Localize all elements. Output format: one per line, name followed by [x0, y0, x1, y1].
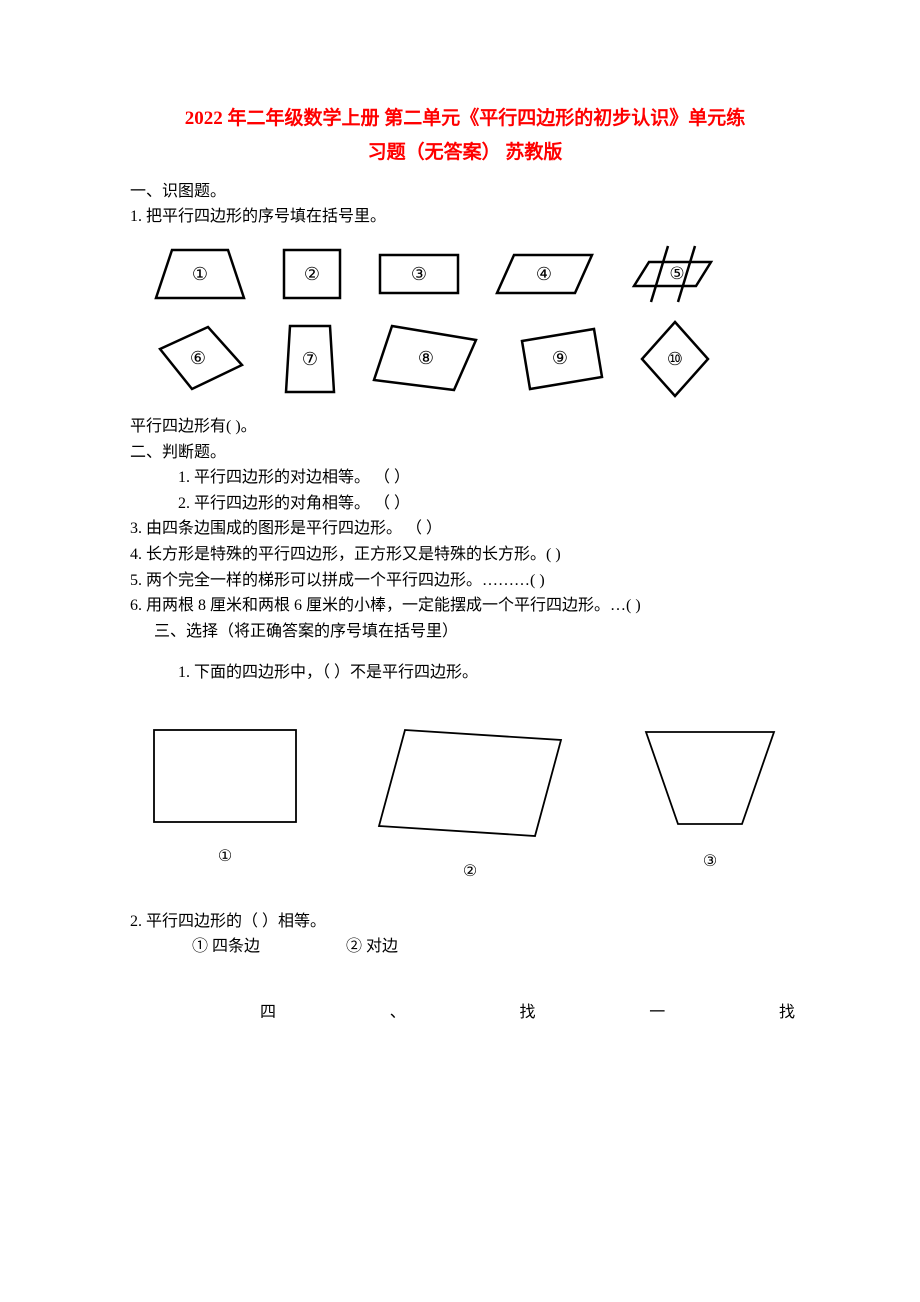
shape-10: ⑩ — [636, 318, 714, 400]
square-icon: ② — [278, 244, 346, 304]
section-2-heading: 二、判断题。 — [130, 440, 800, 466]
s3-q2-opt1: ① 四条边 — [192, 934, 342, 960]
s1-answer-line: 平行四边形有( )。 — [130, 414, 800, 440]
s3-q2-options: ① 四条边 ② 对边 — [192, 934, 800, 960]
shape-5: ⑤ — [625, 244, 720, 304]
shape-3: ③ — [374, 249, 464, 299]
rect-tilt-icon: ⑨ — [508, 323, 608, 395]
shapes-row-1: ① ② ③ ④ ⑤ — [150, 244, 800, 304]
s3-q2-opt2: ② 对边 — [346, 934, 398, 960]
rectangle-icon — [150, 726, 300, 826]
s3-shape-label-2: ② — [375, 859, 565, 885]
shape-6: ⑥ — [150, 319, 250, 399]
section-4-heading: 四 、 找 一 找 — [130, 1000, 800, 1026]
shapes-row-2: ⑥ ⑦ ⑧ ⑨ ⑩ — [150, 318, 800, 400]
shape-label: ⑤ — [669, 264, 684, 283]
s2-q2: 2. 平行四边形的对角相等。 （ ） — [178, 491, 800, 517]
s1-q1: 1. 把平行四边形的序号填在括号里。 — [130, 204, 800, 230]
parallelogram-icon: ④ — [492, 249, 597, 299]
s4-c3: 找 — [519, 1000, 535, 1026]
shape-4: ④ — [492, 249, 597, 299]
shape-8: ⑧ — [368, 320, 480, 398]
s3-shape-2: ② — [375, 726, 565, 885]
crossed-parallelogram-icon: ⑤ — [625, 244, 720, 304]
shape-label: ⑨ — [552, 348, 568, 368]
trapezoid-icon: ① — [150, 244, 250, 304]
s3-q2: 2. 平行四边形的（ ）相等。 — [130, 909, 800, 935]
s4-c2: 、 — [390, 1000, 406, 1026]
s3-shape-3: ③ — [640, 726, 780, 875]
shape-label: ③ — [411, 264, 427, 284]
shape-1: ① — [150, 244, 250, 304]
parallelogram-icon — [375, 726, 565, 841]
shape-label: ② — [304, 264, 320, 284]
s3-q1: 1. 下面的四边形中，（ ）不是平行四边形。 — [178, 660, 800, 686]
s3-shape-label-1: ① — [150, 844, 300, 870]
inverted-trapezoid-icon — [640, 726, 780, 831]
shape-label: ① — [192, 264, 208, 284]
skew-quad-icon: ⑧ — [368, 320, 480, 398]
title-line-1: 2022 年二年级数学上册 第二单元《平行四边形的初步认识》单元练 — [130, 104, 800, 134]
s2-q4: 4. 长方形是特殊的平行四边形，正方形又是特殊的长方形。( ) — [130, 542, 800, 568]
rectangle-icon: ③ — [374, 249, 464, 299]
diamond-tilt-icon: ⑥ — [150, 319, 250, 399]
section-3-heading: 三、选择（将正确答案的序号填在括号里） — [154, 619, 800, 645]
s4-c1: 四 — [260, 1000, 276, 1026]
s3-shapes-row: ① ② ③ — [150, 726, 780, 885]
s3-shape-label-3: ③ — [640, 849, 780, 875]
shape-label: ⑥ — [190, 348, 206, 368]
section-1-heading: 一、识图题。 — [130, 179, 800, 205]
shape-7: ⑦ — [278, 320, 340, 398]
shape-label: ④ — [536, 264, 552, 284]
s4-c5: 找 — [779, 1000, 795, 1026]
shape-label: ⑦ — [302, 349, 318, 369]
doc-title: 2022 年二年级数学上册 第二单元《平行四边形的初步认识》单元练 习题（无答案… — [130, 104, 800, 169]
s2-q5: 5. 两个完全一样的梯形可以拼成一个平行四边形。………( ) — [130, 568, 800, 594]
shape-label: ⑩ — [667, 349, 683, 369]
s2-q6: 6. 用两根 8 厘米和两根 6 厘米的小棒，一定能摆成一个平行四边形。…( ) — [130, 593, 800, 619]
s4-c4: 一 — [649, 1000, 665, 1026]
s3-shape-1: ① — [150, 726, 300, 870]
shape-2: ② — [278, 244, 346, 304]
s2-q1: 1. 平行四边形的对边相等。 （ ） — [178, 465, 800, 491]
shape-9: ⑨ — [508, 323, 608, 395]
diamond-icon: ⑩ — [636, 318, 714, 400]
s2-q3: 3. 由四条边围成的图形是平行四边形。 （ ） — [130, 516, 800, 542]
tall-trapezoid-icon: ⑦ — [278, 320, 340, 398]
title-line-2: 习题（无答案） 苏教版 — [130, 138, 800, 168]
shape-label: ⑧ — [418, 348, 434, 368]
